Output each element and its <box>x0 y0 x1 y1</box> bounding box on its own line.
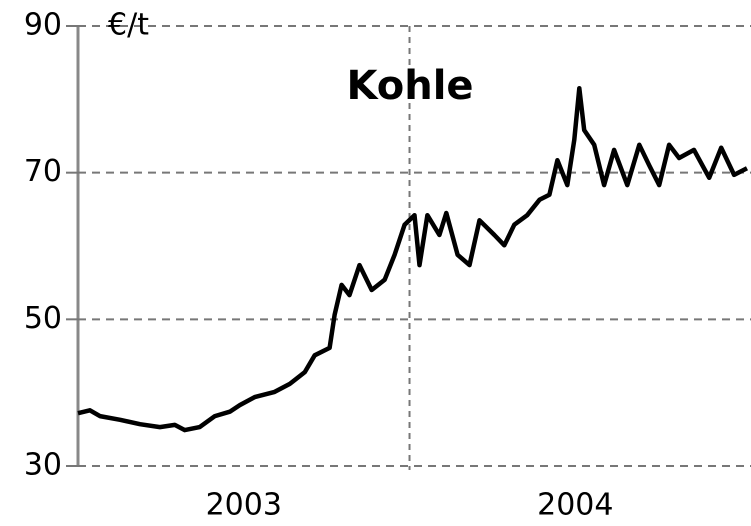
y-unit: €/t <box>108 8 149 43</box>
y-tick-label: 30 <box>24 448 62 483</box>
y-tick-label: 70 <box>24 154 62 189</box>
line-series <box>77 86 749 433</box>
y-tick-label: 90 <box>24 8 62 43</box>
x-period-label: 2004 <box>537 488 613 523</box>
x-period-label: 2003 <box>206 488 282 523</box>
chart-title: Kohle <box>346 63 473 109</box>
y-tick-label: 50 <box>24 301 62 336</box>
